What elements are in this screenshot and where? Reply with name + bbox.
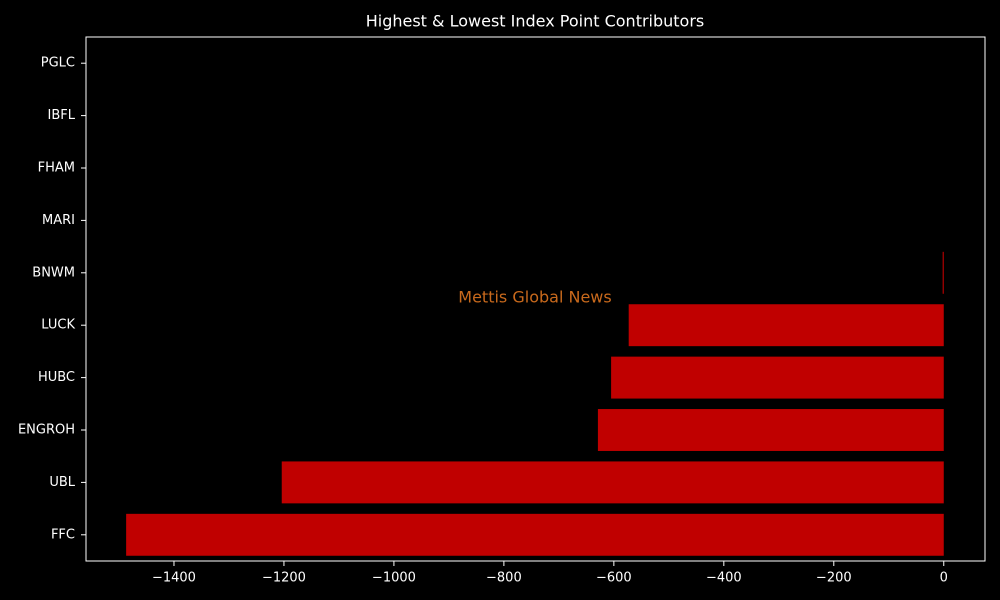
- y-tick-label: FFC: [51, 527, 75, 542]
- bar: [628, 304, 944, 347]
- y-tick-label: HUBC: [38, 370, 75, 385]
- y-tick-label: BNWM: [32, 265, 75, 280]
- x-tick-label: −400: [706, 571, 742, 586]
- bar: [942, 251, 944, 294]
- y-tick-label: IBFL: [48, 108, 76, 123]
- plot-frame: [85, 36, 986, 562]
- y-tick-label: ENGROH: [18, 423, 75, 438]
- y-tick-label: MARI: [42, 213, 75, 228]
- chart-title: Highest & Lowest Index Point Contributor…: [366, 12, 705, 31]
- y-tick-label: UBL: [49, 475, 75, 490]
- watermark: Mettis Global News: [458, 288, 611, 307]
- x-tick-label: −1200: [262, 571, 306, 586]
- bar: [126, 513, 944, 556]
- bar: [597, 409, 944, 451]
- y-tick-label: PGLC: [41, 56, 75, 71]
- x-tick-label: −800: [486, 571, 522, 586]
- bar: [611, 356, 944, 399]
- bar: [281, 461, 944, 504]
- y-tick-label: LUCK: [41, 318, 75, 333]
- x-tick-label: −600: [596, 571, 632, 586]
- x-tick-label: −200: [816, 571, 852, 586]
- x-tick-label: 0: [940, 571, 948, 586]
- x-tick-label: −1000: [372, 571, 416, 586]
- y-tick-label: FHAM: [38, 161, 75, 176]
- x-tick-label: −1400: [152, 571, 196, 586]
